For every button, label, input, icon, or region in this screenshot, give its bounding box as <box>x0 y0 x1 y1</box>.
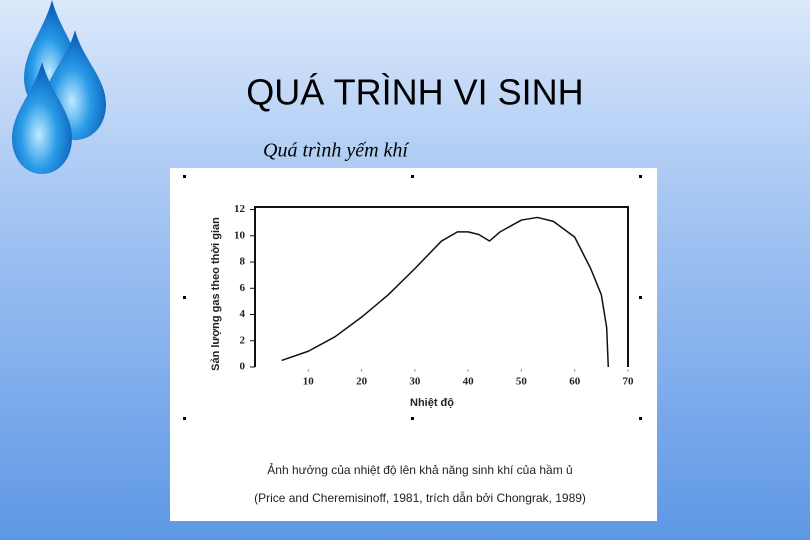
y-tick-label: 2 <box>240 334 246 346</box>
x-tick-label: 30 <box>409 376 421 388</box>
chart-image <box>170 168 657 521</box>
x-axis-label: Nhiệt độ <box>410 397 454 409</box>
y-axis-label: Sản lượng gas theo thời gian <box>210 217 222 371</box>
slide-subtitle: Quá trình yếm khí <box>263 140 410 162</box>
y-tick-label: 6 <box>240 282 246 294</box>
y-tick-label: 8 <box>240 256 246 268</box>
y-tick-label: 4 <box>240 308 246 320</box>
x-tick-label: 50 <box>516 376 528 388</box>
selection-handles <box>183 175 642 420</box>
x-tick-label: 60 <box>569 376 581 388</box>
slide-title: QUÁ TRÌNH VI SINH <box>246 72 583 113</box>
y-tick-label: 12 <box>234 203 246 215</box>
x-tick-label: 10 <box>303 376 315 388</box>
y-tick-label: 0 <box>240 361 246 373</box>
y-tick-label: 10 <box>234 229 246 241</box>
caption: Ảnh hưởng của nhiệt độ lên khả năng sinh… <box>267 462 572 477</box>
x-tick-label: 70 <box>623 376 635 388</box>
plot-frame <box>254 206 629 367</box>
droplets <box>12 0 106 174</box>
x-tick-label: 40 <box>463 376 475 388</box>
caption: (Price and Cheremisinoff, 1981, trích dẫ… <box>254 490 586 505</box>
data-line <box>281 216 610 368</box>
x-tick-label: 20 <box>356 376 368 388</box>
